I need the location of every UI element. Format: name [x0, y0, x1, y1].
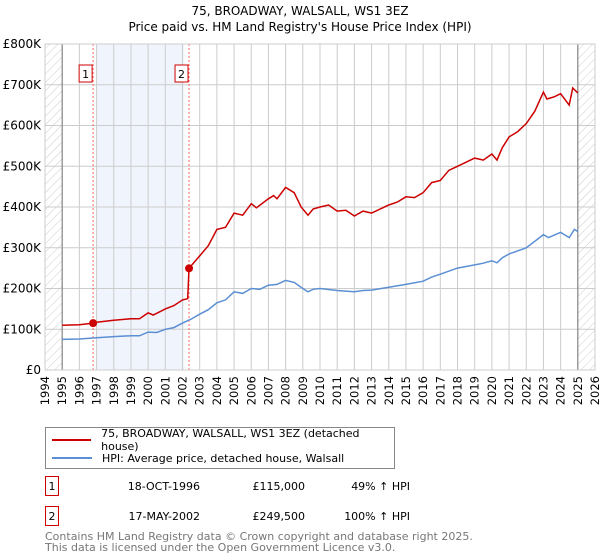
x-tick-label: 2025 [571, 376, 585, 405]
chart-title: 75, BROADWAY, WALSALL, WS1 3EZ [191, 4, 408, 18]
sale-number: 2 [45, 506, 59, 526]
property-price-line [62, 86, 579, 326]
sale-price: £249,500 [252, 510, 306, 523]
sale-label-number: 1 [82, 68, 89, 81]
x-tick-label: 2003 [193, 376, 207, 405]
x-tick-label: 2009 [296, 376, 310, 405]
y-tick-label: £400K [3, 200, 43, 214]
sale-hpi-change: 100% ↑ HPI [344, 510, 410, 523]
x-tick-label: 1995 [55, 376, 69, 405]
chart-subtitle: Price paid vs. HM Land Registry's House … [128, 20, 471, 34]
x-tick-label: 2004 [210, 376, 224, 405]
legend-label-hpi: HPI: Average price, detached house, Wals… [102, 451, 345, 465]
x-tick-label: 2013 [365, 376, 379, 405]
footer-licence: This data is licensed under the Open Gov… [45, 541, 396, 554]
sale-label-box [78, 64, 93, 83]
x-tick-label: 2012 [347, 376, 361, 405]
x-tick-label: 2023 [536, 376, 550, 405]
x-tick-label: 2021 [502, 376, 516, 405]
plot-border [44, 43, 596, 371]
y-tick-label: £100K [3, 322, 43, 336]
y-tick-label: £200K [3, 282, 43, 296]
y-tick-label: £500K [3, 159, 43, 173]
price-chart: 75, BROADWAY, WALSALL, WS1 3EZ Price paid… [3, 4, 600, 405]
x-tick-label: 1996 [72, 376, 86, 405]
x-tick-label: 2005 [227, 376, 241, 405]
x-tick-label: 2015 [399, 376, 413, 405]
x-tick-label: 2016 [416, 376, 430, 405]
sale-price: £115,000 [252, 480, 306, 493]
legend-label-property: 75, BROADWAY, WALSALL, WS1 3EZ (detached… [101, 427, 360, 453]
x-tick-label: 2017 [433, 376, 447, 405]
sale-point [185, 264, 194, 273]
x-tick-label: 2000 [141, 376, 155, 405]
x-tick-label: 1997 [90, 376, 104, 405]
x-tick-label: 2014 [382, 376, 396, 405]
x-tick-label: 2022 [519, 376, 533, 405]
sale-number: 1 [45, 476, 59, 496]
legend-item-hpi: HPI: Average price, detached house, Wals… [52, 450, 344, 466]
sale-row-1: 1 18-OCT-1996 £115,000 49% ↑ HPI [45, 476, 445, 498]
x-tick-label: 2001 [158, 376, 172, 405]
x-tick-label: 2006 [244, 376, 258, 405]
x-tick-label: 2010 [313, 376, 327, 405]
legend: 75, BROADWAY, WALSALL, WS1 3EZ (detached… [45, 427, 395, 469]
x-tick-label: 2008 [279, 376, 293, 405]
x-tick-label: 2026 [588, 376, 600, 405]
x-tick-label: 2018 [451, 376, 465, 405]
x-tick-label: 2020 [485, 376, 499, 405]
x-tick-label: 2002 [176, 376, 190, 405]
footer-copyright: Contains HM Land Registry data © Crown c… [45, 530, 473, 543]
y-tick-label: £0 [26, 363, 41, 377]
sale-point [89, 319, 98, 328]
sale-date: 18-OCT-1996 [127, 480, 200, 493]
hpi-line [62, 228, 579, 341]
y-tick-label: £300K [3, 241, 43, 255]
sale-label-number: 2 [178, 68, 185, 81]
x-tick-label: 2024 [554, 376, 568, 405]
sale-label-box [174, 64, 189, 83]
x-tick-label: 1999 [124, 376, 138, 405]
x-tick-label: 1994 [38, 376, 52, 405]
x-tick-label: 2007 [261, 376, 275, 405]
legend-red-line [52, 439, 92, 441]
y-tick-label: £700K [3, 78, 43, 92]
y-tick-label: £800K [3, 37, 43, 51]
sale-row-2: 2 17-MAY-2002 £249,500 100% ↑ HPI [45, 506, 445, 528]
legend-item-property: 75, BROADWAY, WALSALL, WS1 3EZ (detached… [52, 427, 394, 453]
x-tick-label: 2019 [468, 376, 482, 405]
x-tick-label: 2011 [330, 376, 344, 405]
x-tick-label: 1998 [107, 376, 121, 405]
y-tick-label: £600K [3, 119, 43, 133]
sale-date: 17-MAY-2002 [128, 510, 200, 523]
legend-blue-line [52, 457, 92, 459]
sale-hpi-change: 49% ↑ HPI [351, 480, 410, 493]
